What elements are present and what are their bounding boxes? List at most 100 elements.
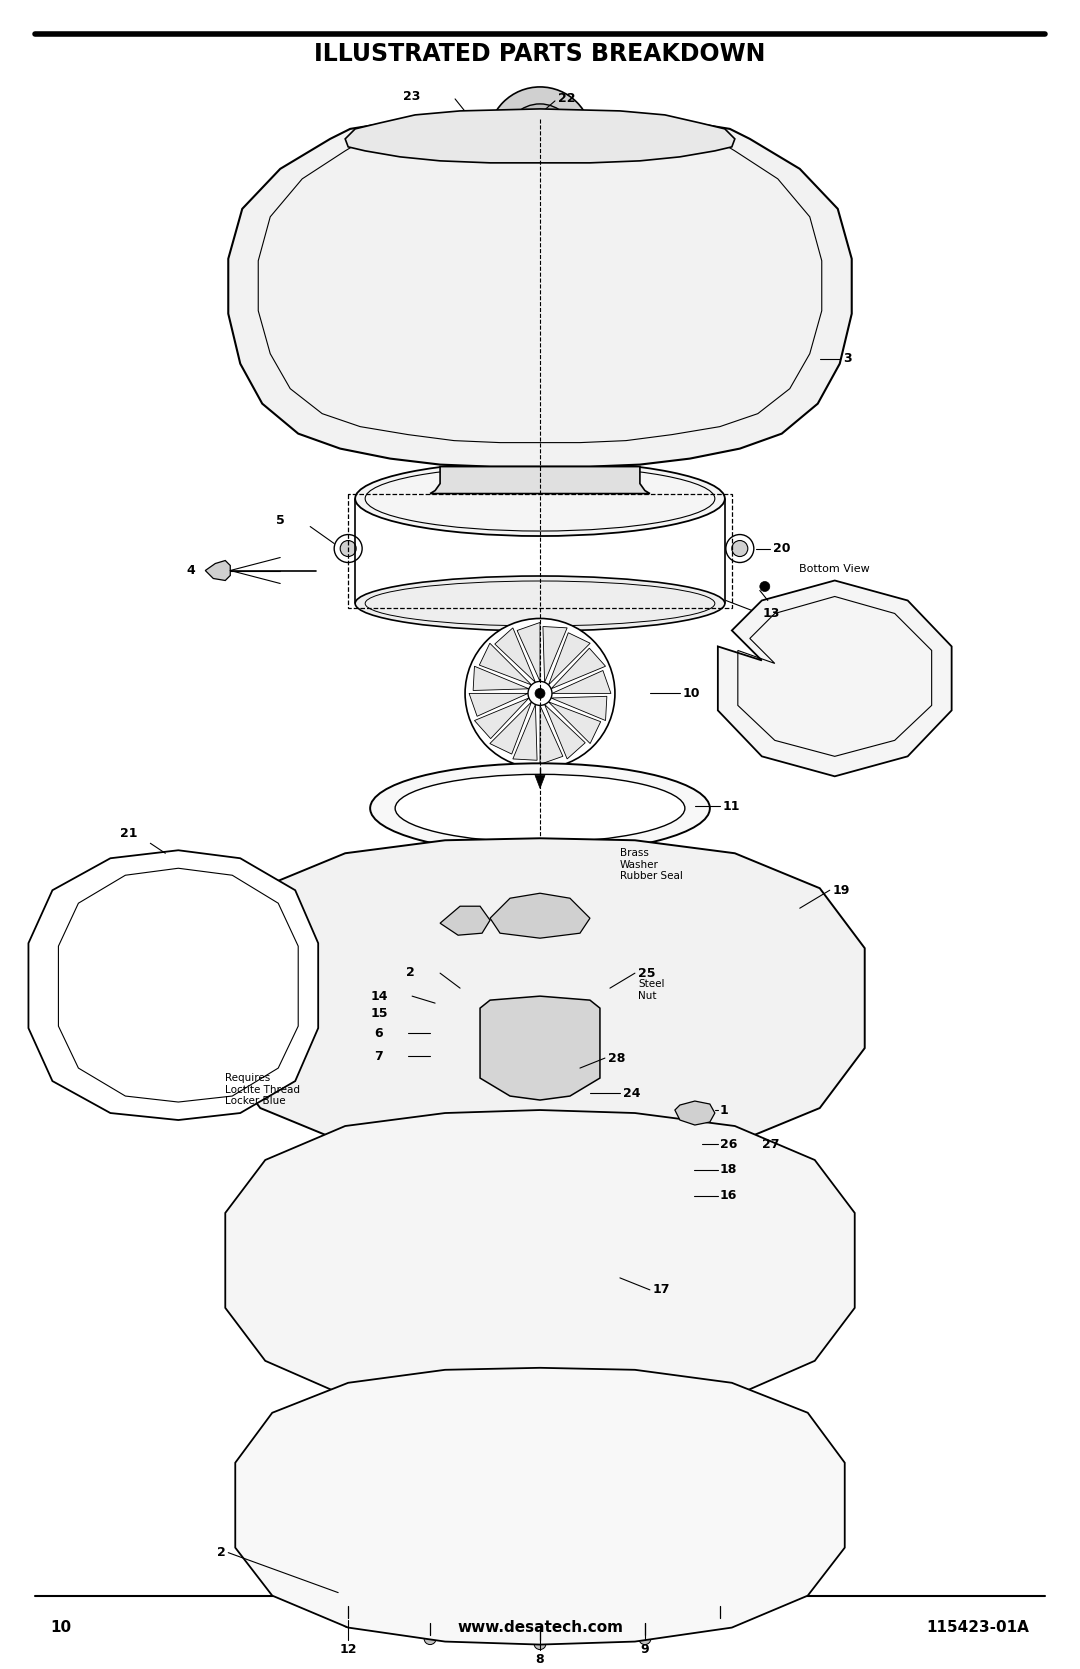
Text: Steel
Nut: Steel Nut xyxy=(638,980,664,1001)
Polygon shape xyxy=(544,704,585,759)
Ellipse shape xyxy=(552,329,568,379)
Circle shape xyxy=(640,1607,650,1617)
Circle shape xyxy=(715,1591,725,1601)
Ellipse shape xyxy=(258,310,286,347)
Text: 21: 21 xyxy=(120,828,138,840)
Ellipse shape xyxy=(468,329,484,379)
Circle shape xyxy=(804,1085,812,1092)
Ellipse shape xyxy=(553,382,567,424)
Text: 16: 16 xyxy=(720,1190,738,1202)
Circle shape xyxy=(836,985,843,991)
Ellipse shape xyxy=(783,280,812,317)
Ellipse shape xyxy=(440,242,457,295)
Ellipse shape xyxy=(281,252,309,285)
Text: Requires
Loctite Thread
Locker Blue: Requires Loctite Thread Locker Blue xyxy=(226,1073,300,1107)
Circle shape xyxy=(804,905,812,913)
Ellipse shape xyxy=(534,117,556,125)
Polygon shape xyxy=(480,643,531,684)
Circle shape xyxy=(335,1098,346,1108)
Ellipse shape xyxy=(525,382,539,424)
Text: 5: 5 xyxy=(276,514,285,527)
Ellipse shape xyxy=(496,329,512,379)
Polygon shape xyxy=(480,996,600,1100)
Ellipse shape xyxy=(636,329,652,379)
Circle shape xyxy=(535,688,545,698)
Circle shape xyxy=(534,880,546,893)
Ellipse shape xyxy=(524,329,540,379)
Polygon shape xyxy=(469,693,528,716)
Circle shape xyxy=(760,581,770,591)
Circle shape xyxy=(787,644,797,654)
Circle shape xyxy=(465,619,615,768)
Circle shape xyxy=(415,1243,426,1253)
Circle shape xyxy=(854,644,865,654)
Text: 7: 7 xyxy=(375,1050,383,1063)
Text: 9: 9 xyxy=(640,1642,649,1656)
Circle shape xyxy=(639,1632,651,1644)
Polygon shape xyxy=(551,696,607,721)
Text: ILLUSTRATED PARTS BREAKDOWN: ILLUSTRATED PARTS BREAKDOWN xyxy=(314,42,766,67)
Text: 22: 22 xyxy=(558,92,576,105)
Text: 2: 2 xyxy=(406,966,415,978)
Ellipse shape xyxy=(497,382,511,424)
Circle shape xyxy=(825,688,835,698)
Circle shape xyxy=(829,621,840,631)
Text: 25: 25 xyxy=(638,966,656,980)
Circle shape xyxy=(334,534,362,562)
Text: 13: 13 xyxy=(762,608,780,619)
Circle shape xyxy=(471,115,489,134)
Circle shape xyxy=(488,87,592,190)
Text: 2: 2 xyxy=(216,1545,226,1559)
Text: 12: 12 xyxy=(339,1642,356,1656)
Circle shape xyxy=(578,479,602,502)
Polygon shape xyxy=(517,623,540,681)
Circle shape xyxy=(415,1532,426,1542)
Circle shape xyxy=(861,666,870,676)
Circle shape xyxy=(478,479,502,502)
Ellipse shape xyxy=(796,340,823,376)
Text: 115423-01A: 115423-01A xyxy=(927,1621,1029,1636)
Circle shape xyxy=(832,709,841,719)
Polygon shape xyxy=(551,648,606,689)
Text: 4: 4 xyxy=(187,564,195,577)
Ellipse shape xyxy=(441,382,455,424)
Polygon shape xyxy=(474,698,529,739)
Polygon shape xyxy=(226,1110,854,1412)
Circle shape xyxy=(426,1607,435,1617)
Polygon shape xyxy=(228,115,852,467)
Ellipse shape xyxy=(297,224,324,254)
Ellipse shape xyxy=(268,280,297,317)
Ellipse shape xyxy=(266,371,291,402)
Circle shape xyxy=(465,923,615,1073)
Circle shape xyxy=(868,688,879,698)
Text: 24: 24 xyxy=(623,1087,640,1100)
Polygon shape xyxy=(473,666,529,691)
Circle shape xyxy=(753,1043,762,1053)
Circle shape xyxy=(534,866,546,880)
Text: 20: 20 xyxy=(773,542,791,556)
Circle shape xyxy=(853,709,864,719)
Text: 8: 8 xyxy=(536,1652,544,1666)
Ellipse shape xyxy=(370,763,710,853)
Circle shape xyxy=(678,1188,693,1203)
Ellipse shape xyxy=(355,461,725,536)
Text: Bottom View: Bottom View xyxy=(799,564,870,574)
Circle shape xyxy=(714,1616,726,1627)
Ellipse shape xyxy=(579,242,597,295)
Text: 10: 10 xyxy=(51,1621,71,1636)
Circle shape xyxy=(450,908,630,1088)
Circle shape xyxy=(268,905,276,913)
Ellipse shape xyxy=(413,329,428,379)
Polygon shape xyxy=(718,581,951,776)
Circle shape xyxy=(315,1023,325,1033)
Circle shape xyxy=(810,644,820,654)
Circle shape xyxy=(476,120,484,129)
Text: 18: 18 xyxy=(720,1163,738,1177)
Ellipse shape xyxy=(635,242,653,295)
Circle shape xyxy=(534,853,546,868)
Polygon shape xyxy=(549,703,600,744)
Text: 28: 28 xyxy=(608,1051,625,1065)
Ellipse shape xyxy=(756,224,783,254)
Ellipse shape xyxy=(523,242,541,295)
Ellipse shape xyxy=(609,382,623,424)
